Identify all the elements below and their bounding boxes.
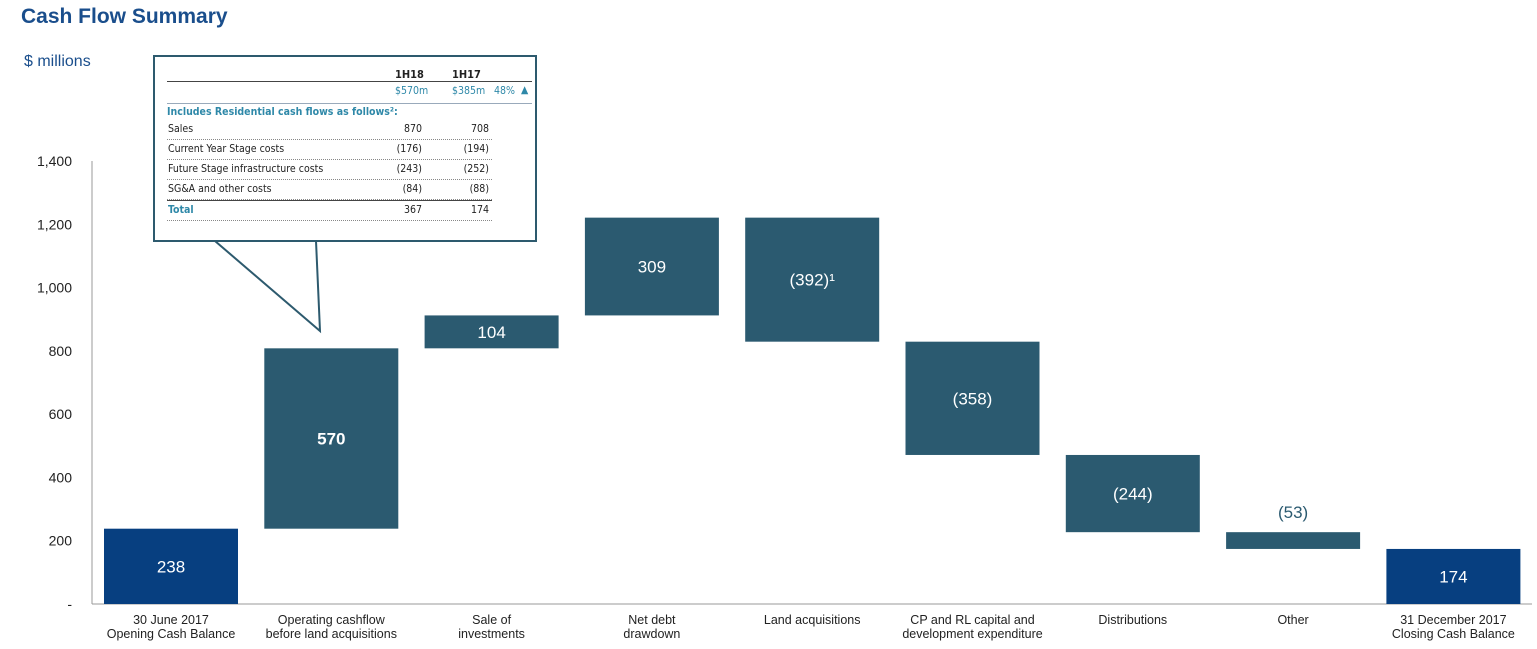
x-tick-label: Land acquisitions — [764, 613, 861, 627]
x-tick-label: Opening Cash Balance — [107, 627, 236, 641]
bar — [1386, 548, 1521, 604]
callout-pointer — [214, 240, 322, 334]
total-1h18: 367 — [403, 204, 422, 216]
includes-label: Includes Residential cash flows as follo… — [167, 103, 532, 120]
row-1h17: (88) — [469, 183, 489, 195]
bar-value-label: 174 — [1439, 567, 1467, 586]
y-tick-label: 600 — [49, 406, 73, 422]
row-label: Current Year Stage costs — [168, 143, 285, 155]
x-tick-label: investments — [458, 627, 525, 641]
x-tick-label: CP and RL capital and — [910, 613, 1034, 627]
bars: 238 570 104 309 (392)¹ (358) (244) (53) 174 — [104, 217, 1521, 604]
x-tick-label: 31 December 2017 — [1400, 613, 1506, 627]
bar-value-label: 104 — [477, 323, 505, 342]
bar-value-label: 238 — [157, 557, 185, 576]
row-1h18: (243) — [396, 163, 422, 175]
y-tick-label: 1,000 — [37, 280, 72, 296]
row-label: Future Stage infrastructure costs — [168, 163, 324, 175]
x-tick-label: Net debt — [628, 613, 676, 627]
x-tick-label: Distributions — [1098, 613, 1167, 627]
y-tick-label: 200 — [49, 533, 73, 549]
bar-value-label: (244) — [1113, 485, 1153, 504]
row-1h17: (252) — [463, 163, 489, 175]
total-1h17: 174 — [470, 204, 489, 216]
callout-row: Sales 870 708 — [167, 120, 492, 140]
row-1h18: (176) — [396, 143, 422, 155]
triangle-up-icon: ▲ — [521, 84, 529, 96]
bar-value-label: (53) — [1278, 503, 1308, 522]
x-tick-label: Sale of — [472, 613, 511, 627]
sub-1h18: $570m — [395, 85, 429, 97]
callout-totals-row: $570m $385m 48% ▲ — [167, 82, 532, 100]
y-tick-label: - — [67, 596, 72, 612]
bar-value-label: (358) — [953, 389, 993, 408]
callout-row: Current Year Stage costs (176) (194) — [167, 140, 492, 160]
row-1h17: (194) — [463, 143, 489, 155]
bar — [745, 217, 880, 342]
bar-value-label: 570 — [317, 430, 345, 449]
callout-row: Future Stage infrastructure costs (243) (2… — [167, 160, 492, 180]
x-tick-label: before land acquisitions — [266, 627, 397, 641]
y-tick-label: 400 — [49, 469, 73, 485]
bar — [905, 341, 1040, 455]
bar — [104, 528, 238, 604]
callout-total-row: Total 367 174 — [167, 200, 492, 221]
row-1h17: 708 — [470, 123, 489, 135]
callout-row: SG&A and other costs (84) (88) — [167, 180, 492, 200]
x-tick-label: 30 June 2017 — [133, 613, 209, 627]
row-label: SG&A and other costs — [168, 183, 272, 195]
row-label: Sales — [168, 123, 194, 135]
callout-table: 1H18 1H17 $570m $385m 48% ▲ Includes Res… — [153, 55, 537, 242]
bar — [1226, 532, 1361, 549]
x-tick-label: drawdown — [623, 627, 680, 641]
bar-value-label: 309 — [638, 258, 666, 277]
row-1h18: 870 — [403, 123, 422, 135]
total-label: Total — [168, 204, 194, 216]
y-tick-label: 1,400 — [37, 153, 72, 169]
x-tick-label: Closing Cash Balance — [1392, 627, 1515, 641]
x-tick-label: Operating cashflow — [278, 613, 386, 627]
row-1h18: (84) — [402, 183, 422, 195]
x-tick-label: development expenditure — [902, 627, 1042, 641]
bar — [264, 348, 399, 529]
y-tick-label: 800 — [49, 343, 73, 359]
col-1h18: 1H18 — [395, 68, 424, 81]
bar — [584, 217, 719, 316]
bar — [424, 315, 559, 349]
page-title: Cash Flow Summary — [21, 5, 228, 28]
y-tick-label: 1,200 — [37, 216, 72, 232]
sub-1h17: $385m — [452, 85, 486, 97]
units-label: $ millions — [24, 53, 91, 70]
bar-value-label: (392)¹ — [790, 271, 836, 290]
x-tick-label: Other — [1277, 613, 1308, 627]
change-pct: 48% — [494, 85, 515, 97]
col-1h17: 1H17 — [452, 68, 481, 81]
bar — [1065, 454, 1200, 533]
y-axis: - 200 400 600 800 1,000 1,200 1,400 — [37, 153, 1532, 612]
callout-header: 1H18 1H17 — [167, 65, 532, 82]
